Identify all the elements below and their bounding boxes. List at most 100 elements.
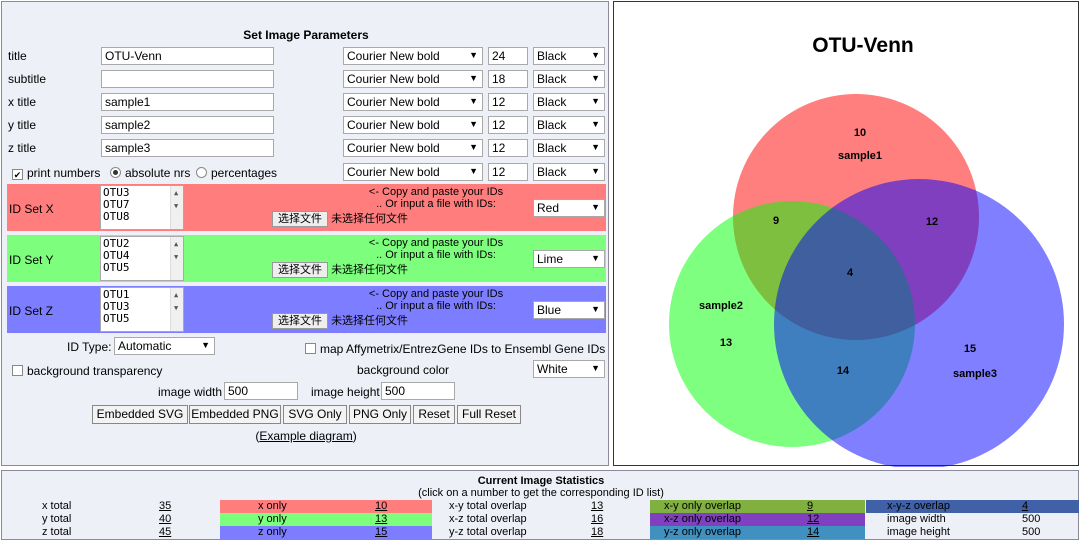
png-only-button[interactable]: PNG Only bbox=[349, 405, 411, 424]
numbers-size-input[interactable]: 12 bbox=[488, 163, 528, 181]
chevron-down-icon: ▼ bbox=[469, 166, 478, 176]
misc-value[interactable]: 4 bbox=[1022, 500, 1029, 512]
print-numbers-option[interactable]: ✔ print numbers bbox=[12, 166, 100, 180]
total-value[interactable]: 35 bbox=[159, 500, 172, 512]
file-input-hint: .. Or input a file with IDs: bbox=[376, 249, 496, 261]
choose-file-button[interactable]: 选择文件 bbox=[272, 262, 328, 278]
misc-label: image height bbox=[887, 526, 950, 538]
only-overlap-value[interactable]: 9 bbox=[807, 500, 814, 512]
only-overlap-value[interactable]: 12 bbox=[807, 513, 820, 525]
z-title-size-input[interactable]: 12 bbox=[488, 139, 528, 157]
title-color-select[interactable]: Black ▼ bbox=[533, 47, 605, 65]
subtitle-font-select[interactable]: Courier New bold ▼ bbox=[343, 70, 483, 88]
map-ids-checkbox[interactable] bbox=[305, 343, 316, 354]
subtitle-size-input[interactable]: 18 bbox=[488, 70, 528, 88]
y-title-color-select[interactable]: Black ▼ bbox=[533, 116, 605, 134]
statistics-title: Current Image Statistics bbox=[477, 475, 605, 487]
z-title-input[interactable]: sample3 bbox=[101, 139, 274, 157]
overlap-total-value[interactable]: 18 bbox=[591, 526, 604, 538]
image-width-label: image width bbox=[158, 385, 223, 399]
xz-overlap-count: 12 bbox=[926, 216, 938, 228]
subtitle-color-select[interactable]: Black ▼ bbox=[533, 70, 605, 88]
map-ids-option[interactable]: map Affymetrix/EntrezGene IDs to Ensembl… bbox=[305, 342, 605, 356]
copy-paste-hint: <- Copy and paste your IDs bbox=[368, 237, 504, 249]
only-overlap-value[interactable]: 14 bbox=[807, 526, 820, 538]
arrow-down-icon: ▼ bbox=[174, 304, 179, 312]
percentages-option[interactable]: percentages bbox=[196, 166, 277, 180]
bg-transparency-option[interactable]: background transparency bbox=[12, 364, 162, 378]
id-set-y-band: ID Set Y OTU2 OTU4 OTU5 ▲ ▼ <- Copy and p… bbox=[7, 235, 606, 282]
title-size-input[interactable]: 24 bbox=[488, 47, 528, 65]
id-set-y-label: ID Set Y bbox=[9, 253, 54, 267]
only-overlap-label: x-y only overlap bbox=[664, 500, 742, 512]
misc-cell: image width 500 bbox=[866, 513, 1079, 526]
subtitle-input[interactable] bbox=[101, 70, 274, 88]
only-value[interactable]: 15 bbox=[375, 526, 388, 538]
x-title-font-select[interactable]: Courier New bold ▼ bbox=[343, 93, 483, 111]
full-reset-button[interactable]: Full Reset bbox=[457, 405, 521, 424]
absolute-nrs-radio[interactable] bbox=[110, 167, 121, 178]
arrow-up-icon: ▲ bbox=[174, 240, 179, 248]
no-file-label: 未选择任何文件 bbox=[331, 264, 409, 276]
numbers-font-select[interactable]: Courier New bold ▼ bbox=[343, 163, 483, 181]
id-set-z-color-select[interactable]: Blue ▼ bbox=[533, 301, 605, 319]
chevron-down-icon: ▼ bbox=[591, 119, 600, 129]
x-title-color-select[interactable]: Black ▼ bbox=[533, 93, 605, 111]
numbers-color-select[interactable]: Black ▼ bbox=[533, 163, 605, 181]
example-diagram-link[interactable]: Example diagram bbox=[259, 429, 353, 443]
id-set-x-textarea[interactable]: OTU3 OTU7 OTU8 ▲ ▼ bbox=[100, 185, 184, 230]
choose-file-button[interactable]: 选择文件 bbox=[272, 313, 328, 329]
overlap-total-value[interactable]: 16 bbox=[591, 513, 604, 525]
id-set-y-textarea[interactable]: OTU2 OTU4 OTU5 ▲ ▼ bbox=[100, 236, 184, 281]
map-ids-label: map Affymetrix/EntrezGene IDs to Ensembl… bbox=[320, 342, 606, 356]
total-label: x total bbox=[42, 500, 72, 512]
absolute-nrs-option[interactable]: absolute nrs bbox=[110, 166, 190, 180]
chevron-down-icon: ▼ bbox=[591, 166, 600, 176]
id-set-y-color-select[interactable]: Lime ▼ bbox=[533, 250, 605, 268]
total-value[interactable]: 45 bbox=[159, 526, 172, 538]
bg-transparency-checkbox[interactable] bbox=[12, 365, 23, 376]
set-y-label: sample2 bbox=[699, 300, 743, 312]
only-label: x only bbox=[258, 500, 287, 512]
total-label: z total bbox=[42, 526, 72, 538]
x-title-input[interactable]: sample1 bbox=[101, 93, 274, 111]
y-title-size-input[interactable]: 12 bbox=[488, 116, 528, 134]
z-title-color-select[interactable]: Black ▼ bbox=[533, 139, 605, 157]
id-set-x-color-select[interactable]: Red ▼ bbox=[533, 199, 605, 217]
percentages-radio[interactable] bbox=[196, 167, 207, 178]
x-title-size-input[interactable]: 12 bbox=[488, 93, 528, 111]
scrollbar[interactable]: ▲ ▼ bbox=[170, 237, 183, 280]
id-type-select[interactable]: Automatic ▼ bbox=[114, 337, 215, 355]
id-set-x-label: ID Set X bbox=[9, 202, 54, 216]
svg-only-button[interactable]: SVG Only bbox=[283, 405, 347, 424]
chevron-down-icon: ▼ bbox=[469, 142, 478, 152]
xyz-overlap-count: 4 bbox=[847, 267, 854, 279]
only-value[interactable]: 13 bbox=[375, 513, 388, 525]
yz-overlap-count: 14 bbox=[837, 365, 850, 377]
id-set-z-textarea[interactable]: OTU1 OTU3 OTU5 ▲ ▼ bbox=[100, 287, 184, 332]
y-title-font-select[interactable]: Courier New bold ▼ bbox=[343, 116, 483, 134]
total-value[interactable]: 40 bbox=[159, 513, 172, 525]
xy-overlap-count: 9 bbox=[773, 215, 779, 227]
embedded-svg-button[interactable]: Embedded SVG bbox=[92, 405, 188, 424]
choose-file-button[interactable]: 选择文件 bbox=[272, 211, 328, 227]
only-value[interactable]: 10 bbox=[375, 500, 388, 512]
file-input-hint: .. Or input a file with IDs: bbox=[376, 300, 496, 312]
only-cell: z only 15 bbox=[220, 526, 432, 539]
title-input[interactable]: OTU-Venn bbox=[101, 47, 274, 65]
image-width-input[interactable]: 500 bbox=[224, 382, 298, 400]
embedded-png-button[interactable]: Embedded PNG bbox=[189, 405, 281, 424]
only-label: z only bbox=[258, 526, 287, 538]
print-numbers-checkbox[interactable]: ✔ bbox=[12, 169, 23, 180]
y-title-input[interactable]: sample2 bbox=[101, 116, 274, 134]
reset-button[interactable]: Reset bbox=[413, 405, 455, 424]
bg-color-select[interactable]: White ▼ bbox=[533, 360, 605, 378]
z-title-font-select[interactable]: Courier New bold ▼ bbox=[343, 139, 483, 157]
scrollbar[interactable]: ▲ ▼ bbox=[170, 288, 183, 331]
image-height-input[interactable]: 500 bbox=[381, 382, 455, 400]
chevron-down-icon: ▼ bbox=[469, 50, 478, 60]
title-font-select[interactable]: Courier New bold ▼ bbox=[343, 47, 483, 65]
no-file-label: 未选择任何文件 bbox=[331, 315, 409, 327]
overlap-total-value[interactable]: 13 bbox=[591, 500, 604, 512]
scrollbar[interactable]: ▲ ▼ bbox=[170, 186, 183, 229]
